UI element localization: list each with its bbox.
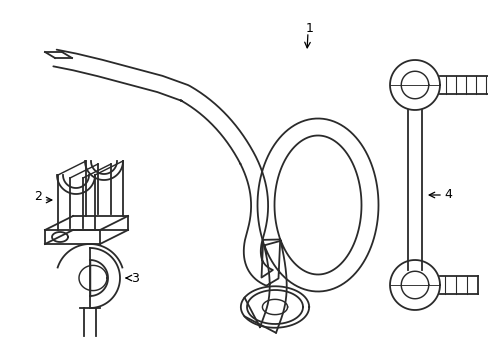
Text: 4: 4 xyxy=(443,189,451,202)
Text: 3: 3 xyxy=(131,271,139,284)
Text: 1: 1 xyxy=(305,22,313,35)
Text: 2: 2 xyxy=(34,189,42,202)
